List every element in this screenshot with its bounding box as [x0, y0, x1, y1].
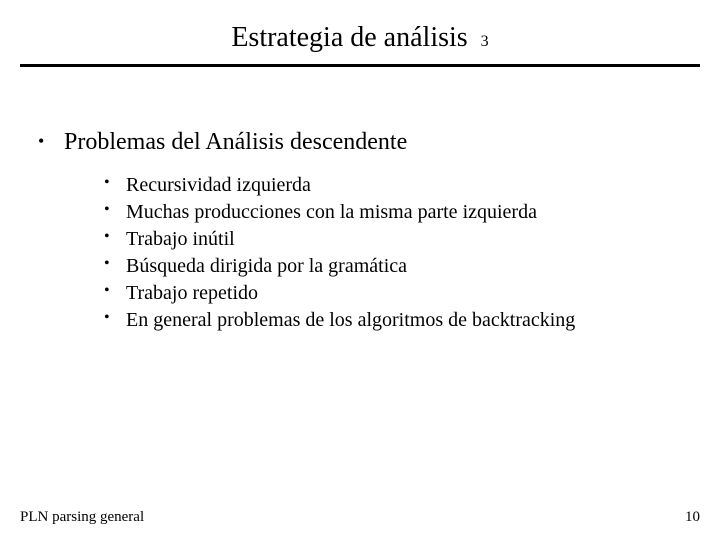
level2-text: Trabajo repetido [126, 282, 258, 304]
list-item: Muchas producciones con la misma parte i… [100, 199, 690, 226]
level2-text: Recursividad izquierda [126, 174, 311, 196]
list-item: En general problemas de los algoritmos d… [100, 307, 690, 334]
level2-text: Trabajo inútil [126, 228, 235, 250]
list-item: Recursividad izquierda [100, 172, 690, 199]
list-item: Trabajo repetido [100, 280, 690, 307]
bullet-list-level2: Recursividad izquierda Muchas produccion… [64, 172, 690, 334]
level2-text: Búsqueda dirigida por la gramática [126, 255, 407, 277]
level1-text: Problemas del Análisis descendente [64, 129, 407, 155]
level2-text: Muchas producciones con la misma parte i… [126, 201, 537, 223]
slide: Estrategia de análisis 3 Problemas del A… [0, 0, 720, 540]
level2-text: En general problemas de los algoritmos d… [126, 309, 575, 331]
list-item: Trabajo inútil [100, 226, 690, 253]
title-subscript: 3 [481, 33, 489, 50]
list-item: Búsqueda dirigida por la gramática [100, 253, 690, 280]
title-area: Estrategia de análisis 3 [0, 0, 720, 54]
title-main: Estrategia de análisis [231, 22, 467, 53]
body-area: Problemas del Análisis descendente Recur… [0, 67, 720, 334]
footer-left: PLN parsing general [20, 509, 144, 526]
footer-page-number: 10 [685, 509, 700, 526]
list-item: Problemas del Análisis descendente Recur… [30, 127, 690, 334]
bullet-list-level1: Problemas del Análisis descendente Recur… [30, 127, 690, 334]
slide-title: Estrategia de análisis 3 [231, 22, 488, 54]
